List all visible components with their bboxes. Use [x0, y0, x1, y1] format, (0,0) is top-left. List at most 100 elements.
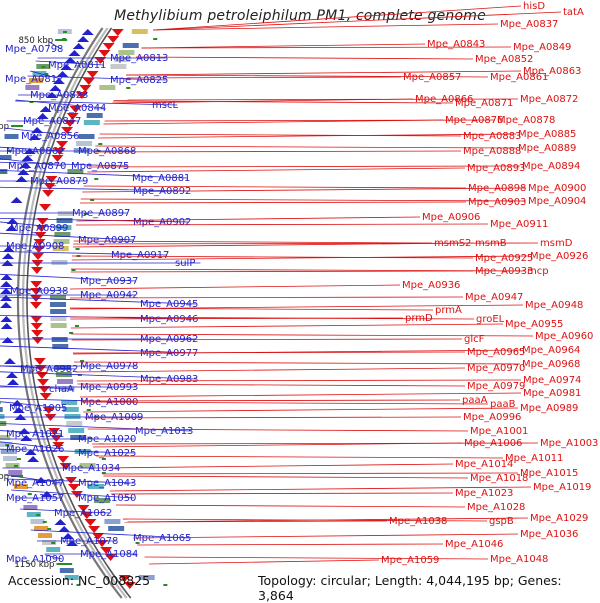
left-gene-label[interactable]: Mpe_A1025	[78, 448, 136, 459]
left-gene-label[interactable]: Mpe_A1043	[78, 478, 136, 489]
right-gene-label[interactable]: Mpe_A0861	[490, 72, 548, 83]
right-gene-label[interactable]: Mpe_A1036	[520, 529, 578, 540]
left-gene-label[interactable]: Mpe_A0812	[5, 74, 63, 85]
left-gene-label[interactable]: Mpe_A1009	[85, 412, 143, 423]
left-gene-label[interactable]: Mpe_A1057	[6, 493, 64, 504]
right-gene-label[interactable]: Mpe_A0979	[467, 381, 525, 392]
right-gene-label[interactable]: Mpe_A1059	[381, 555, 439, 566]
right-gene-label[interactable]: Mpe_A0863	[523, 66, 581, 77]
left-gene-label[interactable]: Mpe_A0798	[5, 44, 63, 55]
right-gene-label[interactable]: Mpe_A0857	[403, 72, 461, 83]
left-gene-label[interactable]: Mpe_A0811	[48, 60, 106, 71]
right-gene-label[interactable]: Mpe_A0926	[530, 251, 588, 262]
left-gene-label[interactable]: Mpe_A0937	[80, 276, 138, 287]
right-gene-label[interactable]: paaB	[490, 399, 516, 410]
right-gene-label[interactable]: Mpe_A1014	[455, 459, 513, 470]
right-gene-label[interactable]: Mpe_A0843	[427, 39, 485, 50]
left-gene-label[interactable]: Mpe_A1065	[133, 533, 191, 544]
right-gene-label[interactable]: Mpe_A0996	[463, 412, 521, 423]
left-gene-label[interactable]: Mpe_A0881	[132, 173, 190, 184]
left-gene-label[interactable]: chaA	[49, 384, 74, 395]
left-gene-label[interactable]: Mpe_A1062	[54, 508, 112, 519]
right-gene-label[interactable]: tatA	[563, 7, 584, 18]
right-gene-label[interactable]: Mpe_A0948	[525, 300, 583, 311]
left-gene-label[interactable]: sulP	[175, 258, 195, 269]
left-gene-label[interactable]: Mpe_A1047	[6, 478, 64, 489]
right-gene-label[interactable]: Mpe_A1029	[530, 513, 588, 524]
right-gene-label[interactable]: Mpe_A0900	[528, 183, 586, 194]
left-gene-label[interactable]: Mpe_A0825	[110, 75, 168, 86]
right-gene-label[interactable]: Mpe_A1019	[533, 482, 591, 493]
right-gene-label[interactable]: Mpe_A0837	[500, 19, 558, 30]
right-gene-label[interactable]: Mpe_A0933	[475, 266, 533, 277]
right-gene-label[interactable]: Mpe_A0904	[528, 196, 586, 207]
right-gene-label[interactable]: Mpe_A0964	[522, 345, 580, 356]
right-gene-label[interactable]: Mpe_A0911	[490, 219, 548, 230]
right-gene-label[interactable]: glcF	[464, 334, 485, 345]
left-gene-label[interactable]: Mpe_A1084	[80, 549, 138, 560]
right-gene-label[interactable]: Mpe_A1018	[470, 473, 528, 484]
right-gene-label[interactable]: Mpe_A1028	[467, 502, 525, 513]
right-gene-label[interactable]: Mpe_A0849	[513, 42, 571, 53]
left-gene-label[interactable]: Mpe_A0862	[6, 146, 64, 157]
right-gene-label[interactable]: Mpe_A0965	[467, 347, 525, 358]
right-gene-label[interactable]: Mpe_A1011	[505, 453, 563, 464]
right-gene-label[interactable]: msmD	[540, 238, 573, 249]
right-gene-label[interactable]: Mpe_A0872	[520, 94, 578, 105]
left-gene-label[interactable]: Mpe_A0908	[6, 241, 64, 252]
right-gene-label[interactable]: Mpe_A1001	[470, 426, 528, 437]
left-gene-label[interactable]: Mpe_A1020	[78, 434, 136, 445]
left-gene-label[interactable]: Mpe_A0868	[78, 146, 136, 157]
right-gene-label[interactable]: hisD	[523, 1, 545, 12]
right-gene-label[interactable]: mcp	[527, 266, 549, 277]
right-gene-label[interactable]: Mpe_A0883	[463, 131, 521, 142]
left-gene-label[interactable]: Mpe_A0946	[140, 314, 198, 325]
right-gene-label[interactable]: groEL	[476, 314, 505, 325]
right-gene-label[interactable]: Mpe_A0885	[518, 129, 576, 140]
right-gene-label[interactable]: Mpe_A0871	[455, 98, 513, 109]
right-gene-label[interactable]: prmA	[435, 305, 462, 316]
left-gene-label[interactable]: Mpe_A0907	[78, 235, 136, 246]
left-gene-label[interactable]: Mpe_A0917	[111, 250, 169, 261]
right-gene-label[interactable]: Mpe_A0925	[475, 253, 533, 264]
right-gene-label[interactable]: Mpe_A1048	[490, 554, 548, 565]
right-gene-label[interactable]: Mpe_A1003	[540, 438, 598, 449]
right-gene-label[interactable]: Mpe_A0893	[467, 163, 525, 174]
left-gene-label[interactable]: Mpe_A0823	[30, 90, 88, 101]
right-gene-label[interactable]: Mpe_A0974	[523, 375, 581, 386]
right-gene-label[interactable]: Mpe_A0936	[402, 280, 460, 291]
right-gene-label[interactable]: Mpe_A0968	[522, 359, 580, 370]
left-gene-label[interactable]: Mpe_A0902	[133, 217, 191, 228]
left-gene-label[interactable]: Mpe_A1034	[62, 463, 120, 474]
left-gene-label[interactable]: Mpe_A1013	[135, 426, 193, 437]
right-gene-label[interactable]: Mpe_A1023	[455, 488, 513, 499]
left-gene-label[interactable]: Mpe_A0879	[30, 176, 88, 187]
right-gene-label[interactable]: Mpe_A1015	[520, 468, 578, 479]
left-gene-label[interactable]: Mpe_A1050	[78, 493, 136, 504]
right-gene-label[interactable]: Mpe_A0960	[535, 331, 593, 342]
right-gene-label[interactable]: Mpe_A0878	[497, 115, 555, 126]
left-gene-label[interactable]: Mpe_A0938	[10, 286, 68, 297]
left-gene-label[interactable]: Mpe_A0899	[10, 223, 68, 234]
left-gene-label[interactable]: Mpe_A1021	[6, 429, 64, 440]
left-gene-label[interactable]: mscL	[152, 100, 178, 111]
right-gene-label[interactable]: Mpe_A0947	[465, 292, 523, 303]
right-gene-label[interactable]: Mpe_A0906	[422, 212, 480, 223]
right-gene-label[interactable]: Mpe_A0894	[522, 161, 580, 172]
right-gene-label[interactable]: gspB	[489, 516, 514, 527]
right-gene-label[interactable]: Mpe_A0955	[505, 319, 563, 330]
right-gene-label[interactable]: Mpe_A1046	[445, 539, 503, 550]
left-gene-label[interactable]: Mpe_A0856	[21, 131, 79, 142]
right-gene-label[interactable]: Mpe_A0989	[520, 403, 578, 414]
right-gene-label[interactable]: Mpe_A0889	[518, 143, 576, 154]
left-gene-label[interactable]: Mpe_A0982	[20, 364, 78, 375]
left-gene-label[interactable]: Mpe_A0844	[48, 103, 106, 114]
left-gene-label[interactable]: Mpe_A0875	[71, 161, 129, 172]
left-gene-label[interactable]: Mpe_A1026	[6, 444, 64, 455]
right-gene-label[interactable]: Mpe_A0903	[468, 197, 526, 208]
left-gene-label[interactable]: Mpe_A1005	[9, 403, 67, 414]
right-gene-label[interactable]: Mpe_A0876	[445, 115, 503, 126]
left-gene-label[interactable]: Mpe_A0870	[8, 161, 66, 172]
left-gene-label[interactable]: Mpe_A0942	[80, 290, 138, 301]
left-gene-label[interactable]: Mpe_A0945	[140, 299, 198, 310]
